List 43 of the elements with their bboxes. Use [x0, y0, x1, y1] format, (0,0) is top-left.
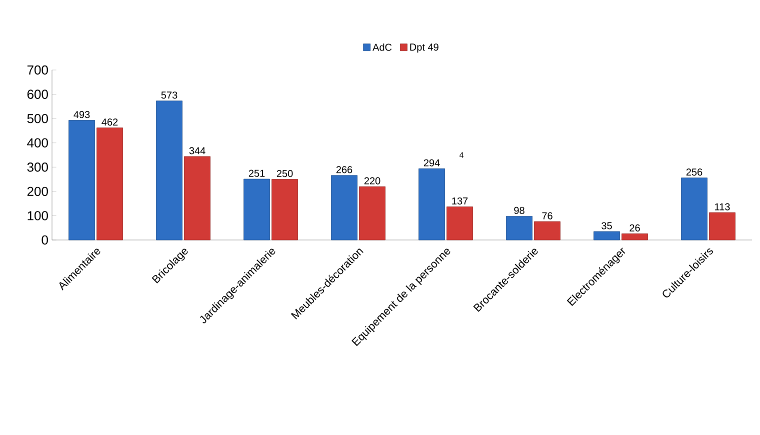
bar [272, 179, 298, 240]
data-label: 573 [161, 92, 178, 99]
y-tick-label: 0 [42, 235, 48, 245]
data-label: 137 [452, 197, 468, 205]
data-label: 493 [74, 110, 90, 118]
data-label: 113 [715, 203, 730, 210]
data-label: 294 [424, 159, 440, 166]
bar [622, 233, 648, 240]
bar [156, 100, 182, 240]
data-label: 76 [542, 212, 552, 220]
data-label: 251 [248, 170, 265, 177]
bar [446, 206, 473, 240]
bar [331, 175, 358, 240]
legend-label: AdC [372, 43, 392, 51]
y-tick-label: 300 [27, 162, 48, 172]
bar [534, 221, 560, 240]
bar [681, 178, 708, 240]
annotation: 4 [459, 152, 464, 158]
bar [594, 231, 620, 240]
y-tick-label: 200 [27, 186, 48, 196]
y-tick-label: 600 [27, 90, 48, 99]
data-label: 462 [102, 118, 118, 126]
data-label: 256 [686, 168, 702, 176]
bar [359, 186, 386, 240]
y-tick-label: 400 [27, 138, 48, 148]
data-label: 344 [189, 147, 206, 154]
legend-label: Dpt 49 [410, 44, 438, 53]
data-label: 26 [630, 224, 640, 232]
data-label: 98 [514, 206, 524, 214]
bar [709, 212, 736, 240]
data-label: 35 [602, 222, 612, 230]
bar [418, 168, 445, 240]
bar [244, 178, 270, 240]
data-label: 266 [336, 166, 352, 174]
bar [68, 120, 95, 240]
bar [184, 156, 210, 240]
y-tick-label: 700 [27, 65, 48, 75]
bar [506, 216, 532, 240]
y-tick-label: 100 [28, 211, 48, 220]
data-label: 220 [364, 177, 380, 184]
bar [96, 128, 123, 240]
data-label: 250 [276, 170, 293, 178]
y-tick-label: 500 [27, 114, 48, 124]
